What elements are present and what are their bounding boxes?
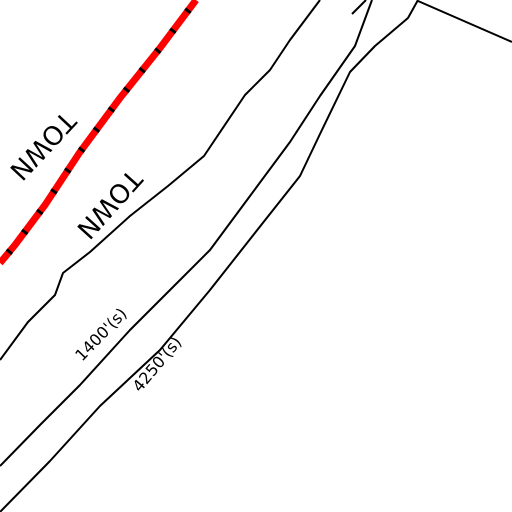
- road-edge: [0, 0, 321, 361]
- parcel-line: [417, 0, 512, 43]
- road-edge: [0, 0, 419, 512]
- road-edge: [0, 0, 373, 467]
- town-boundary: [0, 0, 199, 266]
- road-edge: [351, 0, 367, 15]
